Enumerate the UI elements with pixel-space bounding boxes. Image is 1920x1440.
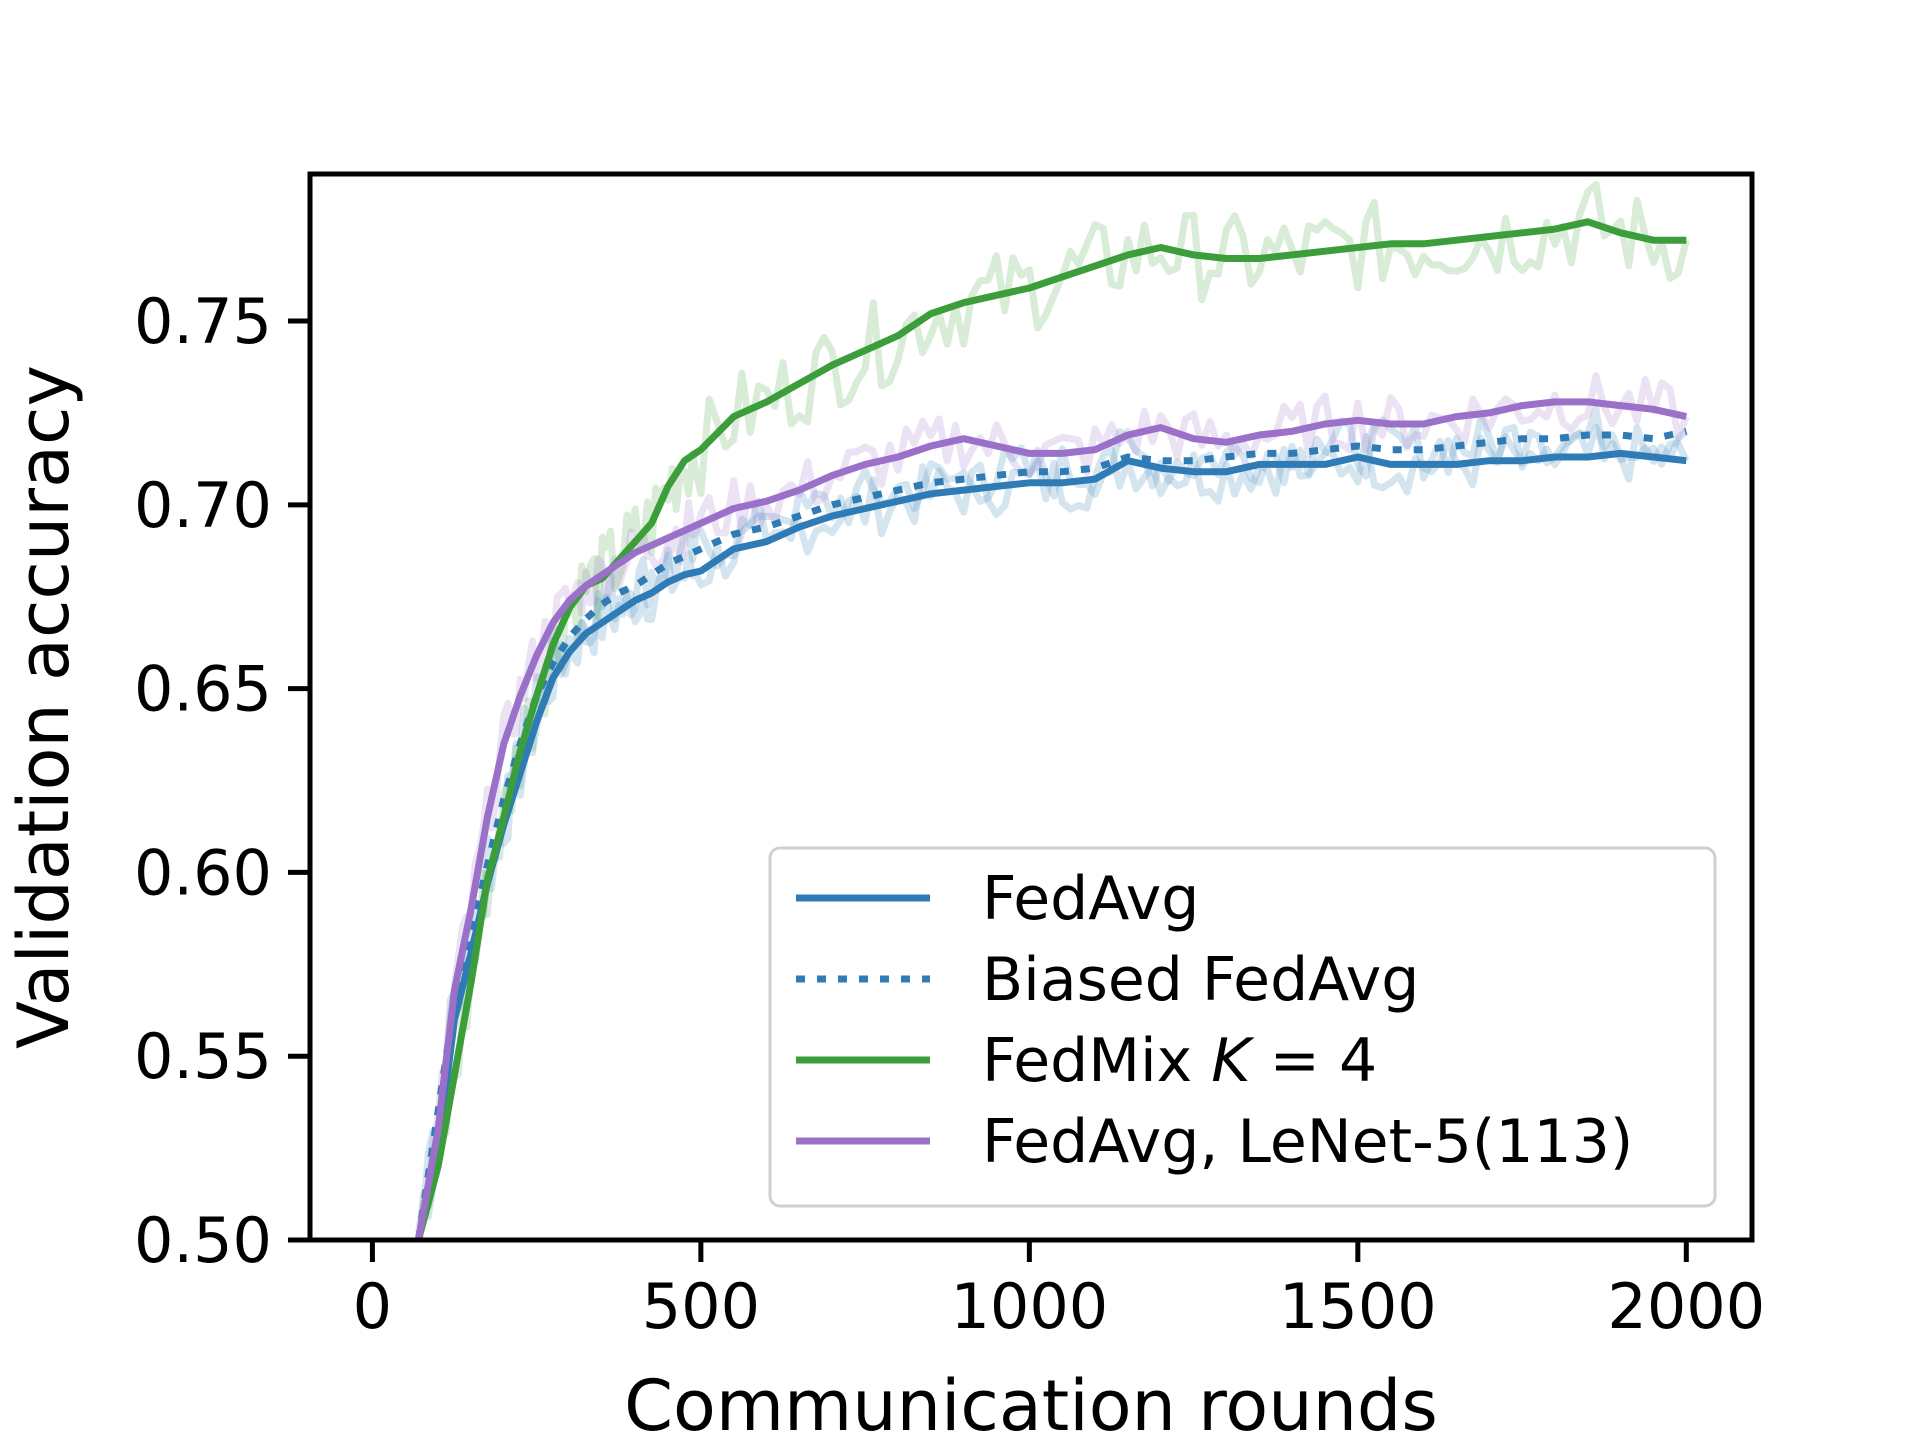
y-axis-title: Validation accuracy bbox=[3, 365, 85, 1049]
legend-box bbox=[768, 846, 1717, 1208]
x-tick-label: 1000 bbox=[950, 1270, 1108, 1343]
y-axis-ticks: 0.50 0.55 0.60 0.65 0.70 0.75 bbox=[134, 285, 310, 1277]
series-line-fedavg bbox=[414, 449, 1687, 1240]
legend-math-rest: = 4 bbox=[1251, 1026, 1378, 1096]
x-tick-label: 1500 bbox=[1279, 1270, 1437, 1343]
y-tick-label: 0.55 bbox=[134, 1020, 272, 1093]
x-axis-title: Communication rounds bbox=[624, 1365, 1438, 1440]
series-line-fedavg-lenet-5-113 bbox=[414, 398, 1688, 1240]
legend-math-var: K bbox=[1211, 1026, 1255, 1096]
legend-label-fedavg: FedAvg bbox=[982, 864, 1199, 934]
x-axis-ticks: 0 500 1000 1500 2000 bbox=[353, 1240, 1765, 1343]
x-tick-label: 0 bbox=[353, 1270, 392, 1343]
y-tick-label: 0.50 bbox=[134, 1204, 272, 1277]
raw-series-fedavg bbox=[414, 423, 1690, 1240]
series-layer bbox=[414, 218, 1688, 1240]
y-tick-label: 0.75 bbox=[134, 285, 272, 358]
y-tick-label: 0.70 bbox=[134, 469, 272, 542]
x-tick-label: 500 bbox=[642, 1270, 760, 1343]
series-line-biased-fedavg bbox=[414, 427, 1688, 1240]
y-tick-label: 0.60 bbox=[134, 836, 272, 909]
legend-label-fedavg-lenet-5-113: FedAvg, LeNet-5(113) bbox=[982, 1107, 1633, 1177]
legend-items: FedAvg Biased FedAvg FedMix K = 4 FedAvg, L… bbox=[796, 864, 1633, 1177]
legend: FedAvg Biased FedAvg FedMix K = 4 FedAvg, L… bbox=[768, 846, 1717, 1208]
x-tick-label: 2000 bbox=[1607, 1270, 1765, 1343]
legend-label-fedmix-k-4: FedMix K = 4 bbox=[982, 1026, 1377, 1096]
legend-label-biased-fedavg: Biased FedAvg bbox=[982, 945, 1419, 1015]
y-tick-label: 0.65 bbox=[134, 653, 272, 726]
series-line-fedmix-k-4 bbox=[415, 218, 1687, 1240]
